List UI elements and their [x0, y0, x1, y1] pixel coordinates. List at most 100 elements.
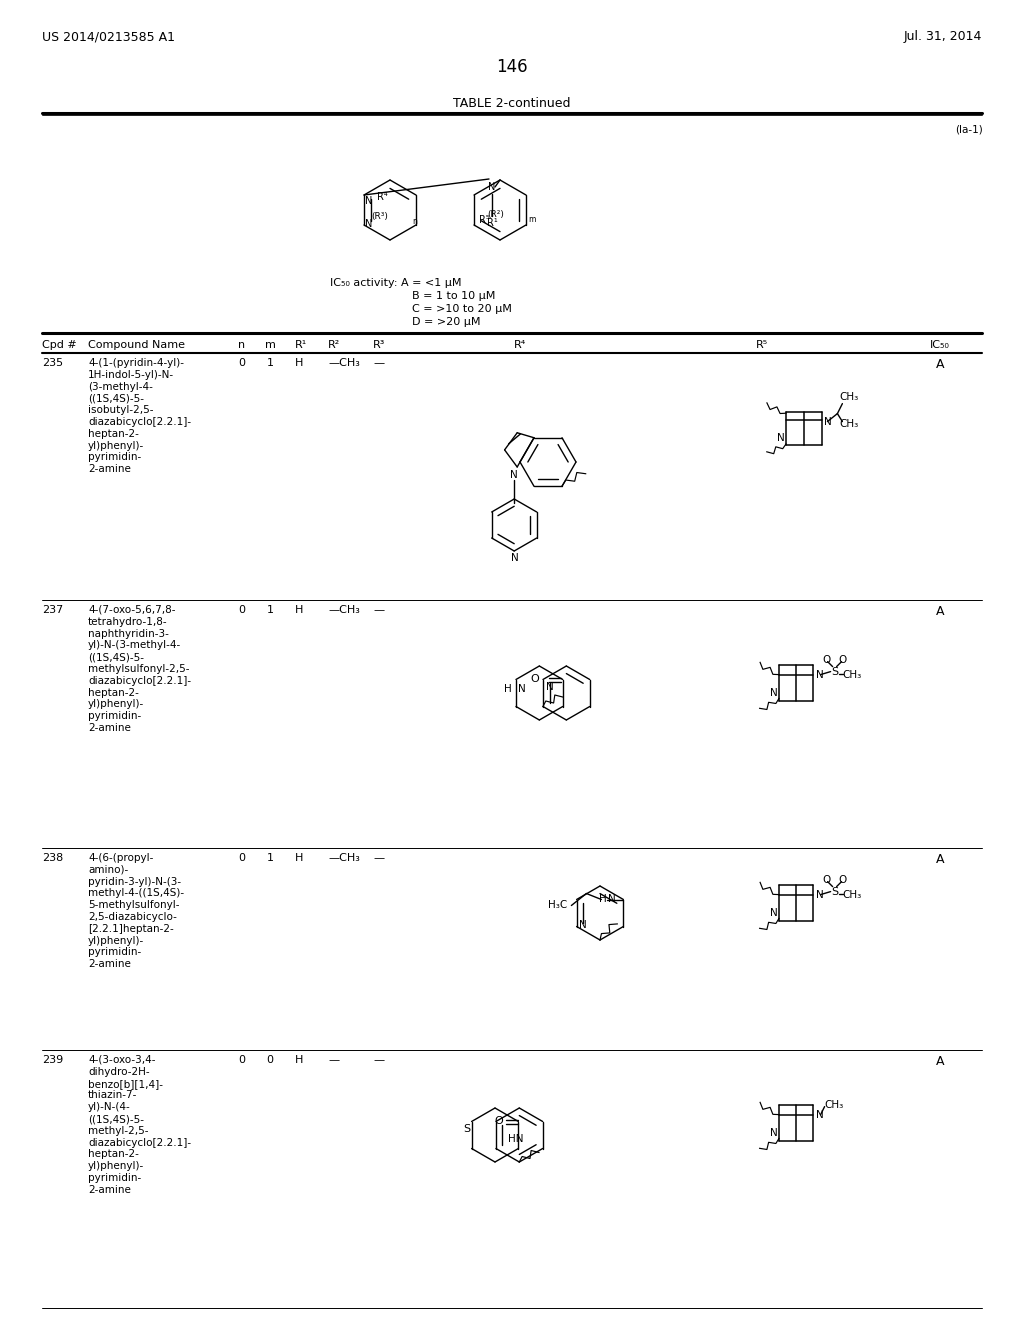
- Text: D = >20 μM: D = >20 μM: [412, 317, 480, 327]
- Text: O: O: [839, 655, 847, 664]
- Text: N: N: [770, 688, 777, 698]
- Text: isobutyl-2,5-: isobutyl-2,5-: [88, 405, 154, 416]
- Text: IC₅₀ activity: A = <1 μM: IC₅₀ activity: A = <1 μM: [330, 279, 462, 288]
- Text: US 2014/0213585 A1: US 2014/0213585 A1: [42, 30, 175, 44]
- Text: m: m: [528, 215, 536, 224]
- Text: pyridin-3-yl)-N-(3-: pyridin-3-yl)-N-(3-: [88, 876, 181, 887]
- Text: diazabicyclo[2.2.1]-: diazabicyclo[2.2.1]-: [88, 676, 191, 686]
- Text: A: A: [936, 605, 944, 618]
- Text: 4-(1-(pyridin-4-yl)-: 4-(1-(pyridin-4-yl)-: [88, 358, 184, 368]
- Text: R³: R³: [373, 341, 385, 350]
- Text: H: H: [295, 605, 303, 615]
- Text: ((1S,4S)-5-: ((1S,4S)-5-: [88, 393, 144, 404]
- Text: O: O: [822, 655, 830, 664]
- Text: TABLE 2-continued: TABLE 2-continued: [454, 96, 570, 110]
- Text: 2-amine: 2-amine: [88, 1185, 131, 1195]
- Text: IC₅₀: IC₅₀: [930, 341, 950, 350]
- Text: 2,5-diazabicyclo-: 2,5-diazabicyclo-: [88, 912, 177, 921]
- Text: yl)-N-(4-: yl)-N-(4-: [88, 1102, 131, 1113]
- Text: A: A: [936, 358, 944, 371]
- Text: H₃C: H₃C: [548, 900, 567, 911]
- Text: [2.2.1]heptan-2-: [2.2.1]heptan-2-: [88, 924, 174, 933]
- Text: methyl-4-((1S,4S)-: methyl-4-((1S,4S)-: [88, 888, 184, 899]
- Text: N: N: [815, 669, 823, 680]
- Text: heptan-2-: heptan-2-: [88, 429, 139, 438]
- Text: HN: HN: [508, 1134, 523, 1143]
- Text: 0: 0: [239, 853, 246, 863]
- Text: 239: 239: [42, 1055, 63, 1065]
- Text: yl)phenyl)-: yl)phenyl)-: [88, 1162, 144, 1171]
- Text: H: H: [295, 358, 303, 368]
- Text: methyl-2,5-: methyl-2,5-: [88, 1126, 148, 1135]
- Text: 2-amine: 2-amine: [88, 465, 131, 474]
- Text: 0: 0: [239, 605, 246, 615]
- Text: n: n: [239, 341, 246, 350]
- Text: 2-amine: 2-amine: [88, 960, 131, 969]
- Text: N: N: [770, 1127, 777, 1138]
- Text: H: H: [295, 853, 303, 863]
- Text: 5-methylsulfonyl-: 5-methylsulfonyl-: [88, 900, 179, 911]
- Text: O: O: [495, 1117, 504, 1126]
- Text: 238: 238: [42, 853, 63, 863]
- Text: dihydro-2H-: dihydro-2H-: [88, 1067, 150, 1077]
- Text: —CH₃: —CH₃: [328, 358, 359, 368]
- Text: pyrimidin-: pyrimidin-: [88, 1173, 141, 1183]
- Text: 4-(6-(propyl-: 4-(6-(propyl-: [88, 853, 154, 863]
- Text: N: N: [510, 470, 518, 480]
- Text: 1: 1: [266, 853, 273, 863]
- Text: R⁵: R⁵: [756, 341, 768, 350]
- Text: N: N: [607, 895, 615, 904]
- Text: pyrimidin-: pyrimidin-: [88, 948, 141, 957]
- Text: N: N: [815, 890, 823, 900]
- Text: 237: 237: [42, 605, 63, 615]
- Text: A: A: [936, 853, 944, 866]
- Text: S: S: [831, 887, 839, 896]
- Text: ((1S,4S)-5-: ((1S,4S)-5-: [88, 652, 144, 663]
- Text: naphthyridin-3-: naphthyridin-3-: [88, 628, 169, 639]
- Text: R⁴: R⁴: [377, 191, 388, 202]
- Text: Compound Name: Compound Name: [88, 341, 185, 350]
- Text: 4-(7-oxo-5,6,7,8-: 4-(7-oxo-5,6,7,8-: [88, 605, 175, 615]
- Text: N: N: [518, 684, 525, 693]
- Text: R⁵: R⁵: [479, 215, 489, 224]
- Text: —CH₃: —CH₃: [328, 853, 359, 863]
- Text: N: N: [488, 182, 496, 191]
- Text: 0: 0: [266, 1055, 273, 1065]
- Text: C = >10 to 20 μM: C = >10 to 20 μM: [412, 304, 512, 314]
- Text: (R²): (R²): [487, 210, 504, 219]
- Text: 4-(3-oxo-3,4-: 4-(3-oxo-3,4-: [88, 1055, 156, 1065]
- Text: 1: 1: [266, 605, 273, 615]
- Text: A: A: [936, 1055, 944, 1068]
- Text: —: —: [373, 358, 384, 368]
- Text: amino)-: amino)-: [88, 865, 128, 875]
- Text: yl)phenyl)-: yl)phenyl)-: [88, 700, 144, 709]
- Text: O: O: [530, 675, 539, 685]
- Text: CH₃: CH₃: [824, 1100, 844, 1110]
- Text: N: N: [511, 553, 519, 564]
- Text: —: —: [373, 853, 384, 863]
- Text: ((1S,4S)-5-: ((1S,4S)-5-: [88, 1114, 144, 1125]
- Text: diazabicyclo[2.2.1]-: diazabicyclo[2.2.1]-: [88, 417, 191, 426]
- Text: O: O: [822, 875, 830, 884]
- Text: 1: 1: [266, 358, 273, 368]
- Text: N: N: [815, 1110, 823, 1119]
- Text: —: —: [373, 605, 384, 615]
- Text: yl)phenyl)-: yl)phenyl)-: [88, 936, 144, 945]
- Text: yl)phenyl)-: yl)phenyl)-: [88, 441, 144, 450]
- Text: thiazin-7-: thiazin-7-: [88, 1090, 137, 1101]
- Text: CH₃: CH₃: [840, 418, 859, 429]
- Text: (3-methyl-4-: (3-methyl-4-: [88, 381, 153, 392]
- Text: 0: 0: [239, 1055, 246, 1065]
- Text: S: S: [463, 1125, 470, 1134]
- Text: pyrimidin-: pyrimidin-: [88, 453, 141, 462]
- Text: N: N: [365, 219, 373, 228]
- Text: O: O: [839, 875, 847, 884]
- Text: CH₃: CH₃: [843, 669, 862, 680]
- Text: CH₃: CH₃: [843, 890, 862, 900]
- Text: (R³): (R³): [371, 213, 388, 222]
- Text: pyrimidin-: pyrimidin-: [88, 711, 141, 721]
- Text: R²: R²: [328, 341, 340, 350]
- Text: 2-amine: 2-amine: [88, 723, 131, 733]
- Text: N: N: [546, 681, 554, 692]
- Text: Cpd #: Cpd #: [42, 341, 77, 350]
